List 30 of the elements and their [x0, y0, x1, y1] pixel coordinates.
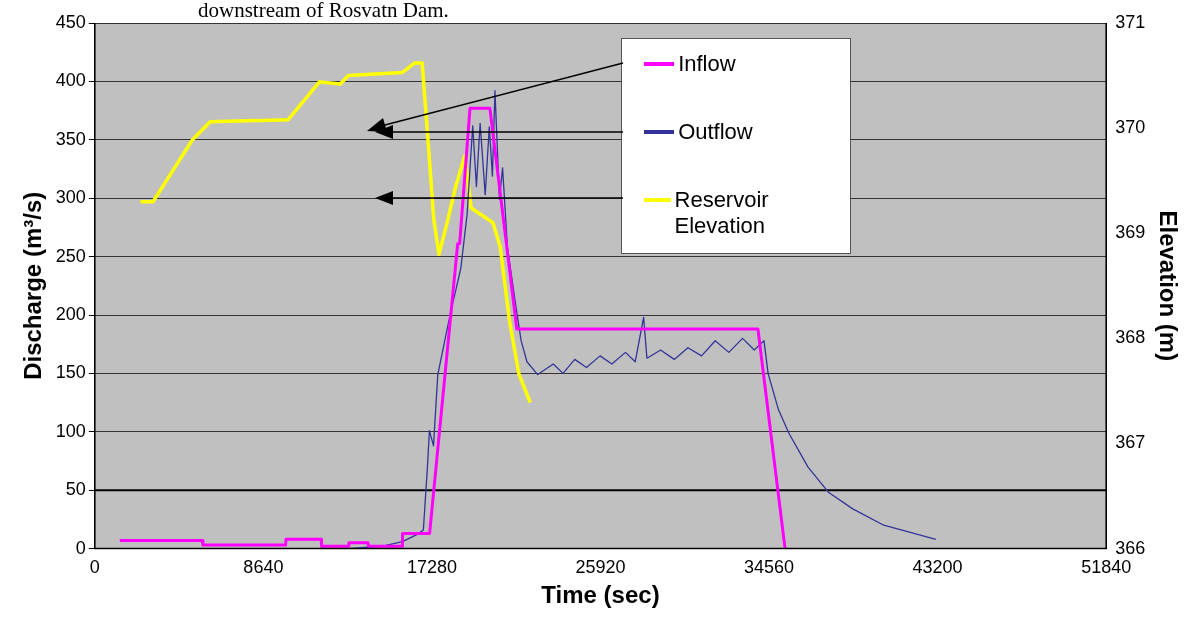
- legend-label: Inflow: [678, 51, 736, 77]
- legend-label: Outflow: [678, 119, 753, 145]
- x-axis-title: Time (sec): [541, 581, 660, 609]
- y-tick-label: 200: [55, 303, 86, 324]
- y-tick-label: 300: [55, 187, 86, 208]
- y-tick-label: 250: [55, 245, 86, 266]
- y2-tick-label: 370: [1115, 117, 1146, 138]
- y2-tick-label: 369: [1115, 222, 1146, 243]
- legend-label: Reservoir Elevation: [674, 187, 770, 239]
- y-tick-label: 450: [55, 11, 86, 32]
- x-tick-label: 0: [89, 557, 100, 578]
- x-tick-label: 34560: [744, 557, 795, 578]
- y-tick-label: 100: [55, 420, 86, 441]
- x-tick-label: 25920: [575, 557, 626, 578]
- x-tick-label: 51840: [1081, 557, 1132, 578]
- x-tick-label: 17280: [406, 557, 457, 578]
- y-tick-label: 350: [55, 128, 86, 149]
- y-tick-label: 0: [75, 537, 86, 558]
- y-tick-label: 400: [55, 70, 86, 91]
- y2-tick-label: 371: [1115, 11, 1146, 32]
- y-tick-label: 50: [65, 479, 86, 500]
- x-tick-label: 43200: [912, 557, 963, 578]
- text: downstream of Rosvatn Dam.: [198, 0, 449, 23]
- y2-tick-label: 366: [1115, 537, 1146, 558]
- y2-axis-title: Elevation (m): [1154, 210, 1182, 362]
- y2-tick-label: 367: [1115, 432, 1146, 453]
- y2-tick-label: 368: [1115, 327, 1146, 348]
- y-tick-label: 150: [55, 362, 86, 383]
- x-tick-label: 8640: [243, 557, 284, 578]
- y-axis-title: Discharge (m³/s): [19, 191, 47, 380]
